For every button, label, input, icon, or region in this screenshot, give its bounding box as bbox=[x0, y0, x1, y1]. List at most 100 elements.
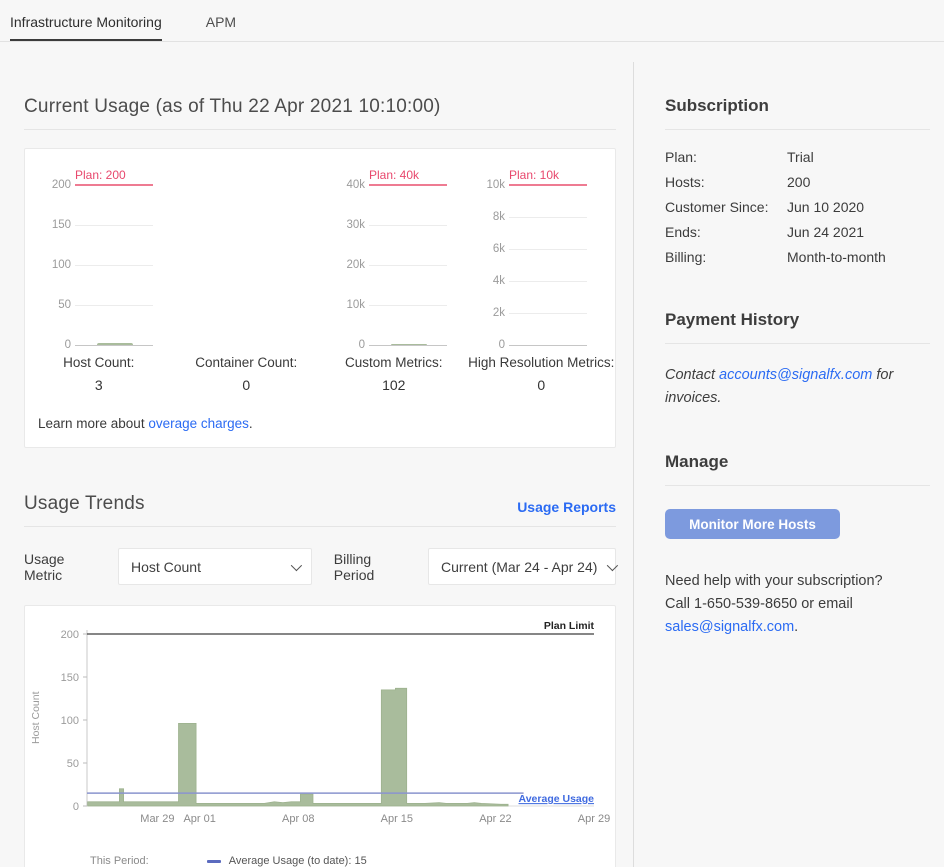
gridline bbox=[75, 345, 153, 346]
current-usage-card: 200150100500Plan: 200 40k30k20k10k0Plan:… bbox=[24, 148, 616, 448]
accounts-email-link[interactable]: accounts@signalfx.com bbox=[719, 367, 872, 383]
usage-area bbox=[97, 343, 134, 345]
stat-label: Host Count: bbox=[25, 355, 173, 370]
row-label: Plan: bbox=[665, 145, 787, 170]
trend-chart-svg: 050100150200Mar 29Apr 01Apr 08Apr 15Apr … bbox=[25, 614, 623, 832]
subscription-row-hosts: Hosts: 200 bbox=[665, 170, 930, 195]
stat-value: 102 bbox=[320, 377, 468, 393]
help-line: Need help with your subscription? bbox=[665, 570, 930, 593]
stat-value: 0 bbox=[468, 377, 616, 393]
plan-limit-label: Plan Limit bbox=[544, 620, 595, 632]
mini-charts-zone: 200150100500Plan: 200 40k30k20k10k0Plan:… bbox=[25, 149, 615, 355]
custom-metrics-mini-chart: 40k30k20k10k0Plan: 40k bbox=[337, 185, 447, 345]
mini-chart-y-axis: 40k30k20k10k0 bbox=[337, 185, 369, 345]
axis-tick-label: 50 bbox=[58, 299, 71, 311]
plan-limit-label: Plan: 10k bbox=[509, 168, 559, 182]
divider bbox=[665, 485, 930, 486]
gridline bbox=[369, 265, 447, 266]
gridline bbox=[369, 305, 447, 306]
legend-this-period-label: This Period: bbox=[90, 855, 149, 867]
row-value: Trial bbox=[787, 145, 814, 170]
subscription-row-plan: Plan: Trial bbox=[665, 145, 930, 170]
usage-metric-dropdown[interactable]: Host Count bbox=[118, 548, 312, 585]
plan-limit-line bbox=[75, 184, 153, 186]
stat-value: 0 bbox=[173, 377, 321, 393]
stat-label: Container Count: bbox=[173, 355, 321, 370]
x-tick-label: Apr 08 bbox=[282, 813, 314, 825]
mini-chart-y-axis: 10k8k6k4k2k0 bbox=[477, 185, 509, 345]
payment-note-text: Contact bbox=[665, 367, 719, 383]
x-tick-label: Apr 15 bbox=[381, 813, 413, 825]
billing-period-value: Current (Mar 24 - Apr 24) bbox=[441, 559, 597, 575]
mini-chart-plot: Plan: 40k bbox=[369, 185, 447, 345]
row-label: Ends: bbox=[665, 220, 787, 245]
divider bbox=[665, 129, 930, 130]
axis-tick-label: 6k bbox=[493, 243, 505, 255]
stat-value: 3 bbox=[25, 377, 173, 393]
axis-tick-label: 40k bbox=[346, 179, 365, 191]
row-label: Billing: bbox=[665, 245, 787, 270]
row-value: 200 bbox=[787, 170, 810, 195]
axis-tick-label: 200 bbox=[52, 179, 71, 191]
axis-tick-label: 100 bbox=[52, 259, 71, 271]
overage-charges-link[interactable]: overage charges bbox=[148, 416, 249, 431]
chevron-down-icon bbox=[291, 559, 302, 570]
subscription-row-ends: Ends: Jun 24 2021 bbox=[665, 220, 930, 245]
help-period: . bbox=[794, 619, 798, 635]
y-tick-label: 150 bbox=[61, 672, 79, 684]
current-usage-title: Current Usage (as of Thu 22 Apr 2021 10:… bbox=[24, 96, 616, 118]
gridline bbox=[509, 249, 587, 250]
axis-tick-label: 10k bbox=[346, 299, 365, 311]
stat-high-resolution-metrics: High Resolution Metrics: 0 bbox=[468, 355, 616, 393]
average-usage-legend-swatch bbox=[207, 860, 221, 863]
monitor-more-hosts-button[interactable]: Monitor More Hosts bbox=[665, 509, 840, 539]
help-line: sales@signalfx.com. bbox=[665, 616, 930, 639]
chevron-down-icon bbox=[607, 559, 618, 570]
billing-period-dropdown[interactable]: Current (Mar 24 - Apr 24) bbox=[428, 548, 616, 585]
tab-infrastructure-monitoring[interactable]: Infrastructure Monitoring bbox=[10, 2, 162, 41]
gridline bbox=[75, 305, 153, 306]
y-tick-label: 0 bbox=[73, 801, 79, 813]
usage-metric-value: Host Count bbox=[131, 559, 201, 575]
plan-limit-label: Plan: 200 bbox=[75, 168, 126, 182]
gridline bbox=[369, 225, 447, 226]
row-label: Customer Since: bbox=[665, 195, 787, 220]
stat-container-count: Container Count: 0 bbox=[173, 355, 321, 393]
row-value: Month-to-month bbox=[787, 245, 886, 270]
subscription-details: Plan: Trial Hosts: 200 Customer Since: J… bbox=[665, 145, 930, 270]
y-tick-label: 100 bbox=[61, 715, 79, 727]
stat-custom-metrics: Custom Metrics: 102 bbox=[320, 355, 468, 393]
usage-trends-card: 050100150200Mar 29Apr 01Apr 08Apr 15Apr … bbox=[24, 605, 616, 867]
gridline bbox=[509, 345, 587, 346]
subscription-heading: Subscription bbox=[665, 96, 930, 116]
trend-legend: This Period: Average Usage (to date): 15 bbox=[25, 855, 615, 867]
gridline bbox=[509, 281, 587, 282]
gridline bbox=[75, 265, 153, 266]
help-note: Need help with your subscription? Call 1… bbox=[665, 570, 930, 639]
gridline bbox=[75, 225, 153, 226]
sales-email-link[interactable]: sales@signalfx.com bbox=[665, 619, 794, 635]
legend-average-usage-label: Average Usage (to date): 15 bbox=[229, 855, 367, 867]
axis-tick-label: 8k bbox=[493, 211, 505, 223]
usage-area bbox=[88, 688, 508, 806]
y-tick-label: 200 bbox=[61, 629, 79, 641]
divider bbox=[665, 343, 930, 344]
mini-chart-plot: Plan: 10k bbox=[509, 185, 587, 345]
stat-label: Custom Metrics: bbox=[320, 355, 468, 370]
row-label: Hosts: bbox=[665, 170, 787, 195]
usage-trends-title: Usage Trends bbox=[24, 493, 145, 515]
usage-reports-link[interactable]: Usage Reports bbox=[517, 499, 616, 515]
tab-apm[interactable]: APM bbox=[206, 2, 236, 41]
x-tick-label: Mar 29 bbox=[140, 813, 174, 825]
overage-note-text: Learn more about bbox=[38, 416, 148, 431]
usage-stats-row: Host Count: 3 Container Count: 0 Custom … bbox=[25, 355, 615, 393]
axis-tick-label: 0 bbox=[65, 339, 71, 351]
gridline bbox=[509, 217, 587, 218]
y-axis-title: Host Count bbox=[30, 691, 42, 744]
gridline bbox=[509, 313, 587, 314]
divider bbox=[24, 526, 616, 527]
mini-chart-plot: Plan: 200 bbox=[75, 185, 153, 345]
stat-host-count: Host Count: 3 bbox=[25, 355, 173, 393]
axis-tick-label: 0 bbox=[499, 339, 505, 351]
axis-tick-label: 20k bbox=[346, 259, 365, 271]
